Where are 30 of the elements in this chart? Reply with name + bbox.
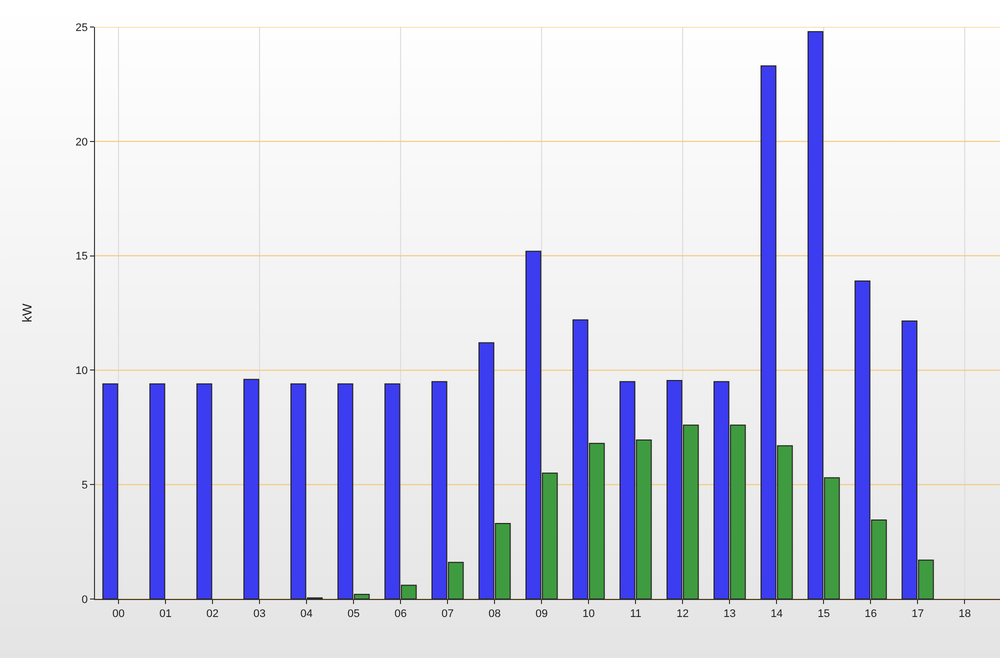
bar — [243, 378, 260, 599]
x-tick-label: 06 — [394, 608, 407, 620]
x-tick-label: 00 — [112, 608, 125, 620]
x-tick-label: 09 — [535, 608, 548, 620]
x-tick-label: 04 — [300, 608, 313, 620]
y-tick-label: 0 — [82, 594, 88, 606]
x-tick-label: 17 — [912, 608, 924, 620]
y-tick-label: 10 — [76, 365, 88, 378]
x-tick-label: 05 — [347, 608, 360, 620]
bar — [102, 383, 118, 599]
x-tick-label: 18 — [958, 608, 971, 620]
y-axis-title: kW — [20, 302, 34, 322]
x-tick-label: 13 — [724, 608, 736, 620]
y-tick-label: 20 — [76, 136, 88, 148]
bar — [196, 383, 212, 599]
x-tick-label: 16 — [864, 608, 877, 620]
y-tick-label: 15 — [76, 250, 88, 263]
x-tick-label: 11 — [630, 608, 642, 620]
x-tick-label: 02 — [206, 608, 219, 620]
x-tick-label: 12 — [676, 608, 689, 620]
x-tick-label: 07 — [441, 608, 454, 620]
x-tick-label: 14 — [770, 608, 783, 620]
x-tick-label: 03 — [253, 608, 266, 620]
x-tick-label: 01 — [159, 608, 172, 620]
y-tick-label: 25 — [76, 22, 88, 34]
y-tick-label: 5 — [82, 479, 88, 492]
x-tick-label: 08 — [488, 608, 501, 620]
x-tick-label: 10 — [582, 608, 595, 620]
x-tick-label: 15 — [818, 608, 830, 620]
bar — [149, 383, 166, 599]
